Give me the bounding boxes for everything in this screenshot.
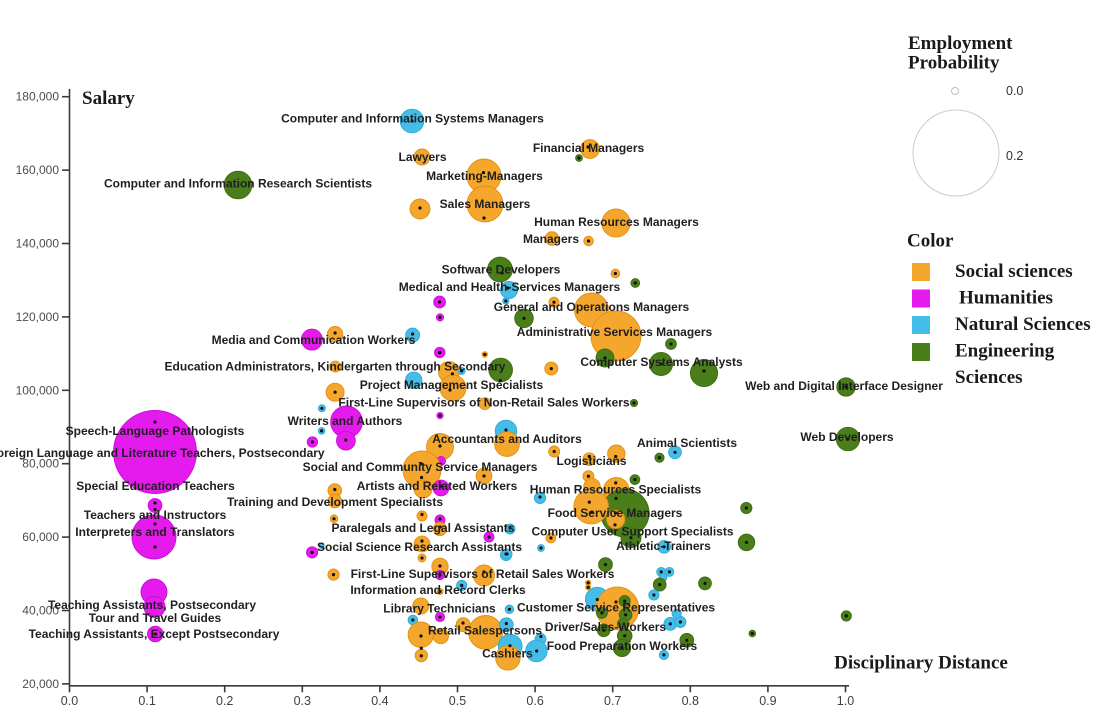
svg-text:Natural Sciences: Natural Sciences [955,314,1091,335]
svg-text:40,000: 40,000 [22,604,59,618]
svg-text:20,000: 20,000 [22,677,59,691]
svg-text:Marketing-Managers: Marketing-Managers [426,169,543,183]
svg-text:Human Resources Specialists: Human Resources Specialists [530,483,702,497]
svg-text:Interpreters and Translators: Interpreters and Translators [75,525,235,539]
svg-text:Tour and Travel Guides: Tour and Travel Guides [89,611,222,625]
svg-text:Media and Communication Worker: Media and Communication Workers [212,333,416,347]
svg-text:Foreign Language and Literatur: Foreign Language and Literature Teachers… [0,446,325,460]
svg-text:Athletic-Trainers: Athletic-Trainers [616,539,711,553]
svg-text:Library Technicians: Library Technicians [383,602,496,616]
svg-text:Disciplinary Distance: Disciplinary Distance [834,653,1008,674]
svg-text:Computer and Information Syste: Computer and Information Systems Manager… [281,112,544,126]
svg-text:100,000: 100,000 [16,383,60,397]
svg-text:Logisticians: Logisticians [556,454,626,468]
svg-text:Social and Community Service M: Social and Community Service Managers [303,460,538,474]
svg-text:0.6: 0.6 [526,694,543,708]
svg-text:Driver/Sales-Workers: Driver/Sales-Workers [545,620,667,634]
svg-text:140,000: 140,000 [16,237,60,251]
svg-text:Sciences: Sciences [955,367,1023,388]
svg-text:Managers: Managers [523,232,579,246]
svg-text:Employment: Employment [908,33,1013,54]
svg-text:Computer User Support Speciali: Computer User Support Specialists [531,525,733,539]
svg-text:0.3: 0.3 [294,694,311,708]
svg-text:Teachers and Instructors: Teachers and Instructors [84,508,227,522]
svg-text:Lawyers: Lawyers [398,150,446,164]
svg-text:Special Education Teachers: Special Education Teachers [76,479,235,493]
svg-text:First-Line Supervisors of Non-: First-Line Supervisors of Non-Retail Sal… [338,396,630,410]
svg-text:Software Developers: Software Developers [442,263,561,277]
svg-text:Animal Scientists: Animal Scientists [637,436,737,450]
svg-text:Information and Record Clerks: Information and Record Clerks [350,583,526,597]
svg-text:0.8: 0.8 [682,694,699,708]
svg-text:180,000: 180,000 [16,90,60,104]
svg-text:Probability: Probability [908,53,1000,74]
svg-text:0.1: 0.1 [138,694,155,708]
svg-text:Social Science Research Assist: Social Science Research Assistants [317,540,522,554]
svg-text:Sales Managers: Sales Managers [440,197,531,211]
svg-text:Social sciences: Social sciences [955,261,1073,282]
svg-text:Speech-Language Pathologists: Speech-Language Pathologists [66,424,245,438]
svg-text:120,000: 120,000 [16,310,60,324]
svg-text:General and Operations Manager: General and Operations Managers [494,300,690,314]
svg-text:Administrative Services Manage: Administrative Services Managers [517,325,713,339]
svg-text:0.0: 0.0 [1006,84,1023,98]
svg-text:Retail Salespersons: Retail Salespersons [428,624,542,638]
svg-text:Medical and Health-Services Ma: Medical and Health-Services Managers [399,280,621,294]
svg-text:Paralegals and Legal Assistant: Paralegals and Legal Assistants [332,521,515,535]
svg-text:60,000: 60,000 [22,530,59,544]
svg-text:0.2: 0.2 [216,694,233,708]
svg-text:80,000: 80,000 [22,457,59,471]
svg-text:Web and Digital Interface Desi: Web and Digital Interface Designer [745,379,943,393]
svg-text:0.7: 0.7 [604,694,621,708]
svg-text:Financial Managers: Financial Managers [533,141,645,155]
svg-text:Food Preparation Workers: Food Preparation Workers [547,639,698,653]
svg-text:Cashiers: Cashiers [482,647,533,661]
svg-text:Accountants and Auditors: Accountants and Auditors [432,432,582,446]
svg-text:Computer Systems Analysts: Computer Systems Analysts [580,355,743,369]
svg-text:160,000: 160,000 [16,163,60,177]
svg-text:Humanities: Humanities [959,288,1053,309]
svg-text:0.4: 0.4 [371,694,388,708]
svg-text:Computer and Information Resea: Computer and Information Research Scient… [104,177,372,191]
svg-text:Teaching Assistants, Postsecon: Teaching Assistants, Postsecondary [48,598,256,612]
svg-text:Web Developers: Web Developers [800,430,893,444]
svg-text:Writers and Authors: Writers and Authors [288,414,403,428]
svg-text:Human Resources Managers: Human Resources Managers [534,215,699,229]
svg-text:Food Service Managers: Food Service Managers [548,506,683,520]
svg-text:Engineering: Engineering [955,341,1055,362]
svg-text:First-Line Supervisors of Reta: First-Line Supervisors of Retail Sales W… [351,567,615,581]
svg-text:Training and Development Speci: Training and Development Specialists [227,495,443,509]
svg-text:0.5: 0.5 [449,694,466,708]
svg-text:Salary: Salary [82,88,135,109]
svg-text:Customer Service Representativ: Customer Service Representatives [517,601,715,615]
svg-text:Color: Color [907,231,954,252]
svg-text:0.9: 0.9 [759,694,776,708]
svg-text:Project Management Specialists: Project Management Specialists [360,378,544,392]
svg-text:0.0: 0.0 [61,694,78,708]
svg-text:1.0: 1.0 [837,694,854,708]
svg-text:Artists and Related Workers: Artists and Related Workers [357,479,518,493]
svg-text:Education Administrators, Kind: Education Administrators, Kindergarten t… [165,360,506,374]
svg-text:Teaching Assistants, Except Po: Teaching Assistants, Except Postsecondar… [29,627,280,641]
svg-text:0.2: 0.2 [1006,149,1023,163]
